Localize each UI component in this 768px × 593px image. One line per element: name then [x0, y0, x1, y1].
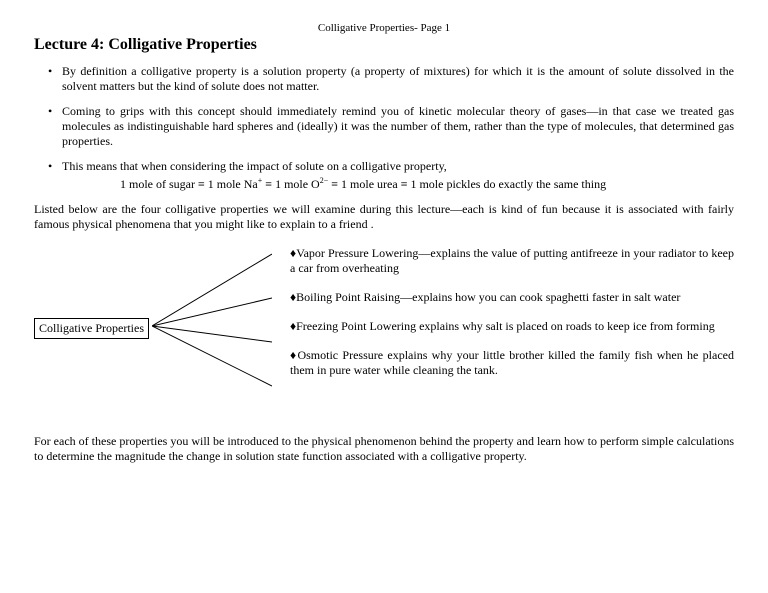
property-boiling-point: ♦Boiling Point Raising—explains how you …	[290, 290, 734, 305]
equivalence-line: 1 mole of sugar ≡ 1 mole Na+ ≡ 1 mole O2…	[120, 176, 734, 192]
property-text: Freezing Point Lowering explains why sal…	[296, 319, 715, 333]
eq-part: 1 mole pickles do exactly the same thing	[407, 177, 606, 191]
page-header: Colligative Properties- Page 1	[34, 22, 734, 34]
eq-part: 1 mole urea	[338, 177, 401, 191]
eq-part: 1 mole Na	[205, 177, 258, 191]
lecture-title: Lecture 4: Colligative Properties	[34, 36, 734, 54]
congruent-symbol: ≡	[198, 177, 205, 191]
bullet-list: By definition a colligative property is …	[34, 64, 734, 192]
bullet-item: Coming to grips with this concept should…	[62, 104, 734, 149]
property-osmotic-pressure: ♦Osmotic Pressure explains why your litt…	[290, 348, 734, 378]
superscript: 2−	[320, 176, 329, 185]
congruent-symbol: ≡	[331, 177, 338, 191]
outro-paragraph: For each of these properties you will be…	[34, 434, 734, 464]
bracket-lines	[152, 246, 272, 426]
property-text: Vapor Pressure Lowering—explains the val…	[290, 246, 734, 275]
property-freezing-point: ♦Freezing Point Lowering explains why sa…	[290, 319, 734, 334]
intro-paragraph: Listed below are the four colligative pr…	[34, 202, 734, 232]
property-text: Boiling Point Raising—explains how you c…	[296, 290, 680, 304]
property-text: Osmotic Pressure explains why your littl…	[290, 348, 734, 377]
document-page: Colligative Properties- Page 1 Lecture 4…	[0, 0, 768, 593]
colligative-properties-label: Colligative Properties	[34, 318, 149, 339]
eq-part: 1 mole of sugar	[120, 177, 198, 191]
properties-list: ♦Vapor Pressure Lowering—explains the va…	[290, 246, 734, 392]
bullet-item: By definition a colligative property is …	[62, 64, 734, 94]
properties-diagram: Colligative Properties ♦Vapor Pressure L…	[34, 246, 734, 426]
property-vapor-pressure: ♦Vapor Pressure Lowering—explains the va…	[290, 246, 734, 276]
bullet-text: This means that when considering the imp…	[62, 159, 447, 173]
bullet-item: This means that when considering the imp…	[62, 159, 734, 192]
eq-part: 1 mole O	[272, 177, 320, 191]
